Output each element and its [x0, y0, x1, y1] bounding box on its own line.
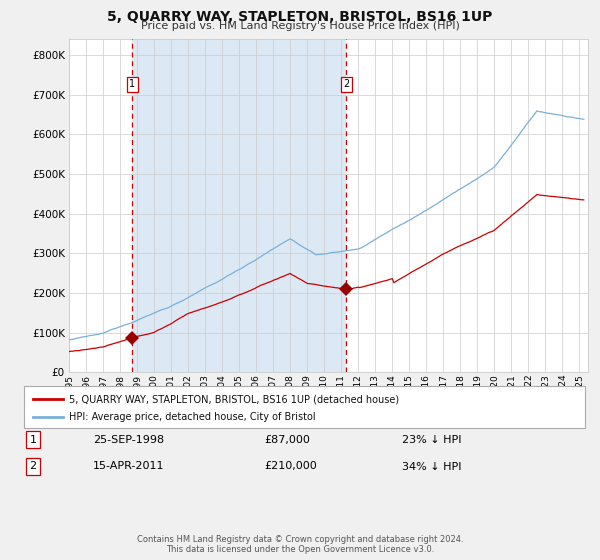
Text: 25-SEP-1998: 25-SEP-1998: [93, 435, 164, 445]
Text: 5, QUARRY WAY, STAPLETON, BRISTOL, BS16 1UP: 5, QUARRY WAY, STAPLETON, BRISTOL, BS16 …: [107, 10, 493, 24]
Text: £87,000: £87,000: [264, 435, 310, 445]
Text: Contains HM Land Registry data © Crown copyright and database right 2024.
This d: Contains HM Land Registry data © Crown c…: [137, 535, 463, 554]
Text: 15-APR-2011: 15-APR-2011: [93, 461, 164, 472]
Text: HPI: Average price, detached house, City of Bristol: HPI: Average price, detached house, City…: [69, 412, 316, 422]
Text: Price paid vs. HM Land Registry's House Price Index (HPI): Price paid vs. HM Land Registry's House …: [140, 21, 460, 31]
Text: 1: 1: [130, 79, 136, 89]
Text: 1: 1: [29, 435, 37, 445]
Text: £210,000: £210,000: [264, 461, 317, 472]
Text: 2: 2: [29, 461, 37, 472]
Text: 2: 2: [343, 79, 349, 89]
Text: 23% ↓ HPI: 23% ↓ HPI: [402, 435, 461, 445]
Bar: [133, 39, 346, 372]
Text: 5, QUARRY WAY, STAPLETON, BRISTOL, BS16 1UP (detached house): 5, QUARRY WAY, STAPLETON, BRISTOL, BS16 …: [69, 394, 399, 404]
Text: 34% ↓ HPI: 34% ↓ HPI: [402, 461, 461, 472]
